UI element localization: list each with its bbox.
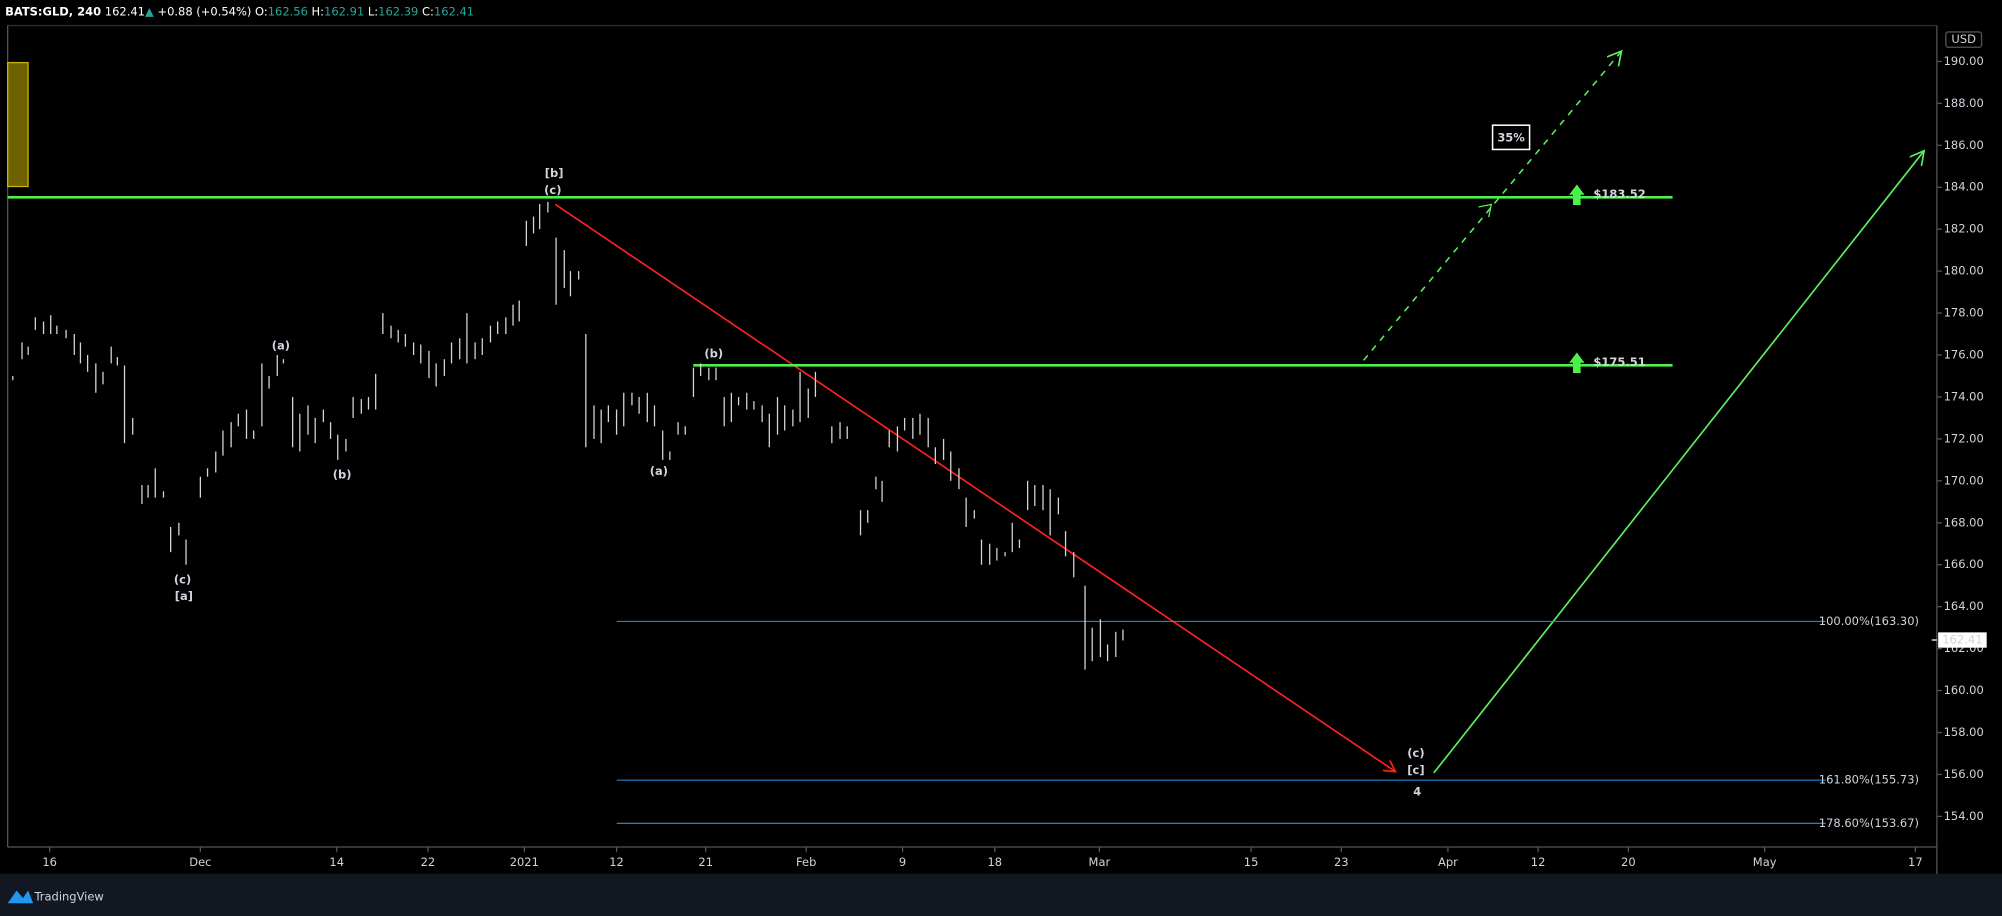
- fib-label: 100.00%(163.30): [1819, 614, 1919, 628]
- x-tick-label: 15: [1244, 855, 1259, 869]
- symbol: BATS:GLD, 240: [5, 4, 101, 18]
- trend-arrow: [554, 203, 1395, 771]
- y-tick-label: 190.00: [1944, 54, 1984, 68]
- y-tick-label: 166.00: [1944, 557, 1984, 571]
- brand: TradingView: [33, 889, 103, 903]
- wave-label: (a): [272, 339, 290, 353]
- badge-box: [1491, 124, 1531, 151]
- x-tick-label: 20: [1621, 855, 1636, 869]
- ohlc-label: L:: [368, 4, 378, 18]
- ohlc-value: 162.56: [268, 4, 308, 18]
- projection-tick: [1478, 203, 1493, 218]
- fib-label: 178.60%(153.67): [1819, 816, 1919, 830]
- x-tick-label: 21: [698, 855, 713, 869]
- currency-box: [1945, 31, 1983, 48]
- ohlc-value: 162.39: [378, 4, 418, 18]
- fib-label: 161.80%(155.73): [1819, 773, 1919, 787]
- x-tick-label: 12: [1531, 855, 1546, 869]
- x-tick-label: Feb: [796, 855, 816, 869]
- logo: [7, 890, 34, 904]
- ohlc-label: C:: [422, 4, 434, 18]
- wave-label: (c): [174, 573, 191, 587]
- last-price: 162.41: [1942, 633, 1982, 647]
- ohlc-label: H:: [312, 4, 325, 18]
- y-tick-label: 160.00: [1944, 683, 1984, 697]
- x-tick-label: May: [1753, 855, 1777, 869]
- ohlc-value: 162.41: [434, 4, 474, 18]
- y-tick-label: 154.00: [1944, 809, 1984, 823]
- x-tick-label: 12: [609, 855, 624, 869]
- target-arrow: [1433, 151, 1924, 774]
- y-tick-label: 178.00: [1944, 306, 1984, 320]
- wave-label: 4: [1413, 785, 1421, 799]
- x-tick-label: Dec: [189, 855, 211, 869]
- y-tick-label: 158.00: [1944, 725, 1984, 739]
- y-tick-label: 164.00: [1944, 599, 1984, 613]
- x-tick-label: 22: [421, 855, 436, 869]
- level-icon: [1569, 184, 1585, 205]
- y-tick-label: 168.00: [1944, 515, 1984, 529]
- wave-label: (b): [704, 346, 723, 360]
- x-tick-label: 9: [899, 855, 906, 869]
- x-tick-label: 17: [1908, 855, 1923, 869]
- wave-label: [a]: [175, 589, 193, 603]
- x-tick-label: 16: [42, 855, 57, 869]
- arrow: ▲: [145, 4, 154, 18]
- y-tick-label: 174.00: [1944, 389, 1984, 403]
- wave-label: [c]: [1407, 763, 1424, 777]
- x-tick-label: 2021: [510, 855, 539, 869]
- projection-line: [1363, 51, 1622, 361]
- price: 162.41: [105, 4, 145, 18]
- level-icon: [1569, 352, 1585, 373]
- last-price-box: [1938, 632, 1987, 648]
- badge: 35%: [1497, 130, 1525, 144]
- change: +0.88 (+0.54%): [157, 4, 251, 18]
- y-tick-label: 182.00: [1944, 222, 1984, 236]
- y-tick-label: 188.00: [1944, 96, 1984, 110]
- level-label: $183.52: [1593, 187, 1645, 201]
- y-tick-label: 186.00: [1944, 138, 1984, 152]
- x-tick-label: 14: [329, 855, 344, 869]
- ohlc-value: 162.91: [324, 4, 364, 18]
- x-tick-label: 18: [988, 855, 1003, 869]
- x-tick-label: Apr: [1438, 855, 1458, 869]
- y-tick-label: 170.00: [1944, 473, 1984, 487]
- wave-label: (a): [650, 464, 668, 478]
- level-label: $175.51: [1593, 355, 1645, 369]
- highlight-box: [7, 61, 29, 188]
- y-tick-label: 180.00: [1944, 264, 1984, 278]
- y-tick-label: 176.00: [1944, 348, 1984, 362]
- wave-label: (c): [544, 183, 561, 197]
- wave-label: (b): [333, 468, 352, 482]
- currency: USD: [1951, 32, 1976, 46]
- x-tick-label: Mar: [1089, 855, 1111, 869]
- x-tick-label: 23: [1334, 855, 1349, 869]
- y-tick-label: 156.00: [1944, 767, 1984, 781]
- footer-bar: [0, 873, 2002, 916]
- header: BATS:GLD, 240 162.41▲ +0.88 (+0.54%) O:1…: [5, 4, 474, 18]
- y-tick-label: 184.00: [1944, 180, 1984, 194]
- wave-label: [b]: [545, 166, 564, 180]
- logo-icon: [7, 890, 34, 904]
- ohlc-label: O:: [255, 4, 268, 18]
- wave-label: (c): [1407, 746, 1424, 760]
- y-tick-label: 172.00: [1944, 431, 1984, 445]
